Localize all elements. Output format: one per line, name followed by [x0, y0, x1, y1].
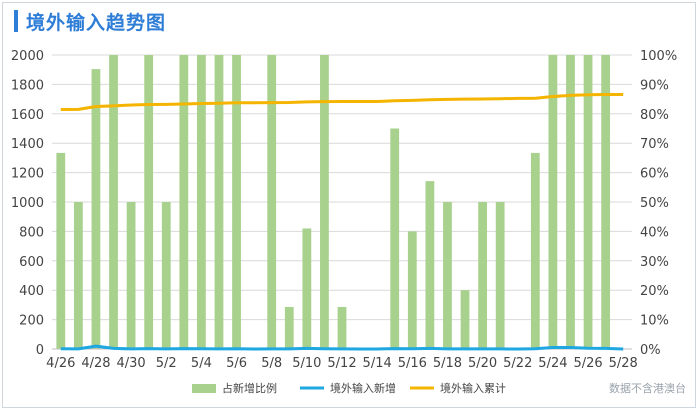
y-right-tick-label: 10%: [640, 314, 669, 329]
legend-label: 境外输入新增: [330, 381, 396, 395]
y-left-tick-label: 1400: [11, 137, 44, 152]
bar: [197, 55, 206, 349]
bar: [530, 152, 540, 349]
bar: [267, 55, 277, 349]
y-right-tick-label: 70%: [640, 137, 669, 152]
y-right-tick-label: 0%: [640, 343, 661, 358]
x-tick-label: 5/8: [261, 356, 282, 371]
y-right-tick-label: 90%: [640, 78, 669, 93]
y-right-tick-label: 80%: [640, 108, 669, 123]
bar: [548, 55, 558, 349]
bar: [144, 55, 154, 349]
y-left-tick-label: 200: [19, 314, 44, 329]
y-left-tick-label: 1200: [11, 167, 44, 182]
x-tick-label: 5/28: [609, 356, 638, 371]
x-tick-label: 5/14: [363, 356, 392, 371]
bar: [320, 55, 329, 349]
bar: [126, 202, 136, 349]
series-line: [60, 344, 624, 351]
y-right-tick-label: 40%: [640, 225, 669, 240]
bar: [443, 202, 452, 349]
legend-swatch: [192, 384, 216, 393]
x-tick-label: 5/26: [573, 356, 602, 371]
bar: [179, 55, 189, 349]
footer-note: 数据不含港澳台: [609, 382, 686, 395]
bar: [284, 306, 294, 349]
bar: [478, 202, 487, 349]
bar: [566, 55, 575, 349]
y-right-tick-label: 50%: [640, 196, 669, 211]
bar: [302, 228, 312, 349]
chart-title: 境外输入趋势图: [26, 12, 167, 34]
y-left-tick-label: 800: [19, 225, 44, 240]
y-right-tick-label: 20%: [640, 284, 669, 299]
x-tick-label: 5/6: [226, 356, 247, 371]
x-tick-label: 5/12: [327, 356, 356, 371]
x-tick-label: 4/26: [46, 356, 75, 371]
bar: [583, 55, 593, 349]
x-tick-label: 5/10: [292, 356, 321, 371]
bar: [109, 55, 118, 349]
legend-label: 境外输入累计: [440, 381, 506, 395]
bar: [56, 152, 66, 349]
y-left-tick-label: 0: [36, 343, 44, 358]
bar: [214, 55, 224, 349]
x-tick-label: 5/18: [433, 356, 462, 371]
legend-label: 占新增比例: [222, 381, 277, 395]
y-right-tick-label: 30%: [640, 255, 669, 270]
y-right-tick-label: 60%: [640, 167, 669, 182]
x-tick-label: 5/4: [191, 356, 212, 371]
x-tick-label: 5/20: [468, 356, 497, 371]
x-tick-label: 5/24: [538, 356, 567, 371]
bar: [232, 55, 241, 349]
x-tick-label: 4/28: [81, 356, 110, 371]
bar: [73, 202, 83, 349]
bar: [601, 55, 611, 349]
x-tick-label: 4/30: [116, 356, 145, 371]
y-left-tick-label: 600: [19, 255, 44, 270]
bar: [425, 181, 435, 349]
y-left-tick-label: 400: [19, 284, 44, 299]
title-accent-bar: [14, 10, 18, 32]
y-left-tick-label: 2000: [11, 49, 44, 64]
x-tick-label: 5/2: [156, 356, 177, 371]
bar: [390, 128, 400, 349]
series-line: [60, 93, 624, 111]
y-right-tick-label: 100%: [640, 49, 677, 64]
y-left-tick-label: 1800: [11, 78, 44, 93]
bar: [460, 290, 470, 349]
bar: [161, 202, 171, 349]
bar: [407, 231, 417, 349]
y-left-tick-label: 1600: [11, 108, 44, 123]
bar: [495, 202, 505, 349]
bar: [337, 306, 347, 349]
bar: [91, 69, 101, 349]
x-tick-label: 5/16: [398, 356, 427, 371]
y-left-tick-label: 1000: [11, 196, 44, 211]
x-tick-label: 5/22: [503, 356, 532, 371]
